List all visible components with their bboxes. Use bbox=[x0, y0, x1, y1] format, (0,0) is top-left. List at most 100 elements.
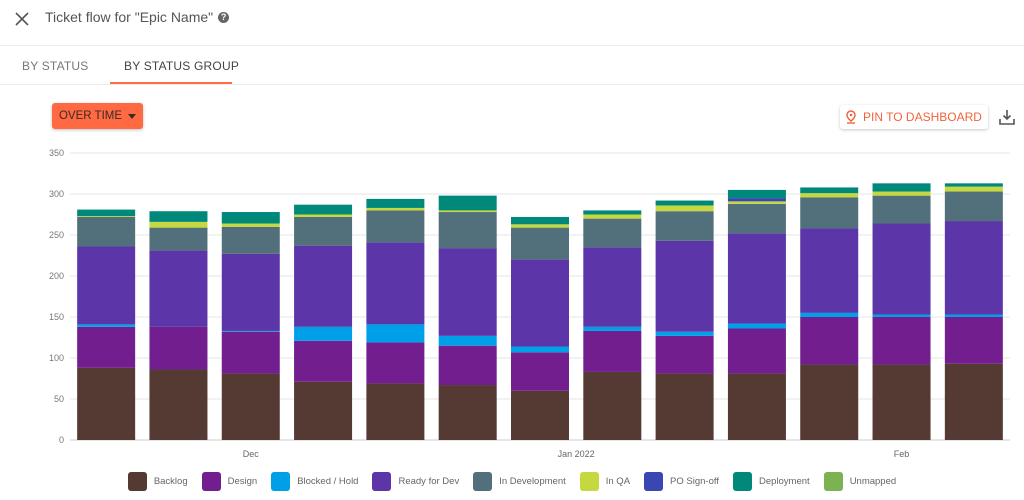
bar-segment-ready-for-dev bbox=[655, 240, 714, 332]
bar-segment-deployment bbox=[511, 216, 569, 225]
legend-swatch bbox=[127, 472, 147, 491]
tab-by-status-group[interactable]: BY STATUS GROUP bbox=[124, 59, 240, 73]
legend-label: PO Sign-off bbox=[670, 476, 719, 487]
bar-segment-blocked-hold bbox=[944, 314, 1003, 317]
legend-label: In QA bbox=[605, 476, 631, 487]
legend-item[interactable]: Ready for Dev bbox=[372, 472, 459, 491]
bar-segment-deployment bbox=[655, 200, 714, 206]
y-tick-label: 100 bbox=[49, 353, 64, 363]
bar-segment-deployment bbox=[366, 198, 425, 208]
bar-segment-in-development bbox=[944, 191, 1003, 222]
page-title: Ticket flow for "Epic Name" ? bbox=[45, 9, 230, 25]
bar-segment-backlog bbox=[727, 373, 786, 440]
y-tick-label: 50 bbox=[54, 394, 64, 404]
bar-segment-po-sign-off bbox=[727, 198, 786, 202]
legend-item[interactable]: Deployment bbox=[732, 472, 810, 491]
legend-item[interactable]: Unmapped bbox=[823, 472, 897, 491]
bar-segment-in-qa bbox=[438, 210, 497, 213]
bar-segment-design bbox=[149, 326, 208, 370]
legend-label: Backlog bbox=[153, 476, 188, 487]
bar-segment-ready-for-dev bbox=[438, 248, 497, 336]
bar-segment-in-development bbox=[872, 195, 931, 224]
bar-segment-in-qa bbox=[77, 216, 136, 217]
legend-label: Unmapped bbox=[849, 476, 897, 487]
y-tick-label: 350 bbox=[49, 148, 64, 158]
bar-segment-backlog bbox=[438, 385, 497, 440]
bar-segment-backlog bbox=[800, 364, 859, 440]
legend-swatch bbox=[823, 472, 843, 491]
legend-swatch bbox=[473, 472, 493, 491]
y-tick-label: 300 bbox=[49, 189, 64, 199]
bar-segment-design bbox=[221, 331, 280, 374]
y-tick-label: 150 bbox=[49, 312, 64, 322]
bar-segment-blocked-hold bbox=[438, 335, 497, 346]
bar-segment-deployment bbox=[583, 210, 642, 215]
bar-segment-in-qa bbox=[294, 214, 353, 217]
bar-segment-deployment bbox=[438, 195, 497, 211]
caret-down-icon bbox=[128, 113, 137, 119]
bar-segment-blocked-hold bbox=[655, 331, 714, 336]
legend-swatch bbox=[201, 472, 221, 491]
legend: Backlog Design Blocked / Hold Ready for Dev… bbox=[0, 472, 1024, 491]
legend-swatch bbox=[271, 472, 291, 491]
legend-item[interactable]: PO Sign-off bbox=[644, 472, 719, 491]
bar-segment-design bbox=[511, 352, 569, 391]
divider bbox=[0, 84, 1024, 85]
bar-segment-in-development bbox=[149, 227, 208, 251]
y-tick-label: 0 bbox=[59, 435, 64, 445]
bar-segment-in-development bbox=[221, 226, 280, 254]
bar-segment-backlog bbox=[872, 364, 931, 440]
legend-item[interactable]: In Development bbox=[473, 472, 566, 491]
bar-segment-backlog bbox=[294, 381, 353, 440]
pin-to-dashboard-button[interactable]: PIN TO DASHBOARD bbox=[840, 105, 988, 129]
bar-segment-backlog bbox=[944, 363, 1003, 440]
legend-swatch bbox=[644, 472, 664, 491]
legend-label: Ready for Dev bbox=[398, 476, 460, 487]
active-tab-indicator bbox=[110, 82, 232, 84]
legend-item[interactable]: Blocked / Hold bbox=[271, 472, 358, 491]
y-tick-label: 200 bbox=[49, 271, 64, 281]
legend-label: In Development bbox=[499, 476, 566, 487]
bar-segment-in-development bbox=[294, 216, 353, 246]
bar-segment-ready-for-dev bbox=[511, 259, 569, 347]
bar-segment-in-development bbox=[511, 227, 569, 260]
legend-item[interactable]: In QA bbox=[579, 472, 631, 491]
legend-item[interactable]: Design bbox=[201, 472, 258, 491]
legend-swatch bbox=[579, 472, 599, 491]
bar-segment-backlog bbox=[77, 367, 136, 440]
bar-segment-deployment bbox=[872, 183, 931, 192]
legend-swatch bbox=[732, 472, 752, 491]
legend-label: Blocked / Hold bbox=[297, 476, 359, 487]
bar-segment-in-development bbox=[366, 210, 425, 243]
bar-segment-backlog bbox=[655, 373, 714, 440]
bar-segment-design bbox=[583, 330, 642, 372]
divider bbox=[0, 45, 1024, 46]
question-circle-icon[interactable]: ? bbox=[218, 11, 230, 23]
close-icon[interactable] bbox=[12, 9, 32, 29]
bar-segment-deployment bbox=[221, 212, 280, 224]
bar-segment-blocked-hold bbox=[727, 323, 786, 329]
bar-segment-blocked-hold bbox=[77, 324, 136, 327]
download-icon[interactable] bbox=[998, 108, 1016, 126]
bar-segment-design bbox=[800, 317, 859, 365]
bar-segment-in-qa bbox=[800, 193, 859, 198]
bar-segment-ready-for-dev bbox=[149, 250, 208, 327]
bar-segment-in-qa bbox=[944, 186, 1003, 192]
bar-segment-ready-for-dev bbox=[221, 253, 280, 331]
legend-label: Design bbox=[227, 476, 258, 487]
x-tick-label: Dec bbox=[243, 449, 260, 459]
bar-segment-in-qa bbox=[366, 207, 425, 211]
legend-item[interactable]: Backlog bbox=[127, 472, 188, 491]
bar-segment-design bbox=[77, 326, 136, 368]
bar-segment-in-development bbox=[800, 197, 859, 229]
bar-segment-design bbox=[872, 317, 931, 365]
bar-segment-in-qa bbox=[583, 214, 642, 219]
bar-segment-design bbox=[294, 340, 353, 382]
pin-label: PIN TO DASHBOARD bbox=[863, 110, 982, 124]
bar-segment-blocked-hold bbox=[872, 314, 931, 317]
bar-segment-ready-for-dev bbox=[872, 223, 931, 315]
bar-segment-blocked-hold bbox=[511, 346, 569, 353]
tab-by-status[interactable]: BY STATUS bbox=[22, 59, 89, 73]
over-time-dropdown[interactable]: OVER TIME bbox=[52, 103, 143, 129]
y-tick-label: 250 bbox=[49, 230, 64, 240]
